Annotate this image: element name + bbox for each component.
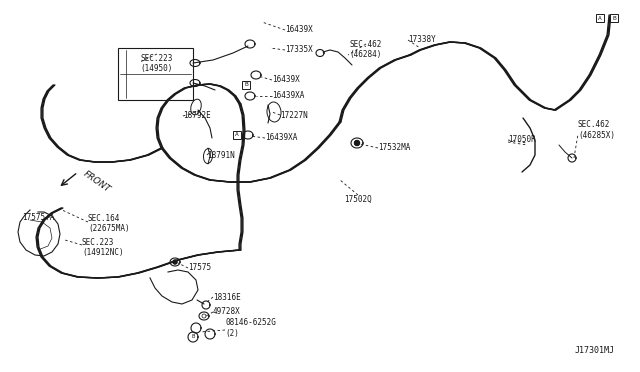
Text: 17502Q: 17502Q (344, 195, 372, 204)
Text: 08146-6252G
(2): 08146-6252G (2) (225, 318, 276, 338)
Bar (118, 48, 193, 100)
Text: 17575: 17575 (188, 263, 211, 273)
Polygon shape (173, 260, 177, 264)
Text: 17050R: 17050R (508, 135, 536, 144)
Text: 17227N: 17227N (280, 110, 308, 119)
Text: 18316E: 18316E (213, 292, 241, 301)
Text: 17338Y: 17338Y (408, 35, 436, 45)
Text: SEC.164
(22675MA): SEC.164 (22675MA) (88, 214, 130, 233)
Text: 17532MA: 17532MA (378, 144, 410, 153)
Text: 16439XA: 16439XA (265, 134, 298, 142)
Text: FRONT: FRONT (82, 170, 113, 195)
Text: B: B (191, 334, 195, 340)
Text: A: A (235, 132, 239, 138)
Text: SEC.462
(46284): SEC.462 (46284) (350, 40, 382, 60)
Polygon shape (355, 141, 360, 145)
Text: 16439X: 16439X (272, 76, 300, 84)
Text: 16439XA: 16439XA (272, 92, 305, 100)
Text: SEC.462
(46285X): SEC.462 (46285X) (578, 120, 615, 140)
Text: J17301MJ: J17301MJ (575, 346, 615, 355)
Text: 18792E: 18792E (183, 112, 211, 121)
Text: SEC.223
(14950): SEC.223 (14950) (141, 54, 173, 73)
Text: 16439X: 16439X (285, 26, 313, 35)
Text: SEC.223
(14912NC): SEC.223 (14912NC) (82, 238, 124, 257)
Text: B: B (612, 16, 616, 20)
Text: 49728X: 49728X (213, 308, 241, 317)
Text: 17575+A: 17575+A (22, 214, 54, 222)
Text: 18791N: 18791N (207, 151, 235, 160)
Text: A: A (598, 16, 602, 20)
Text: B: B (244, 83, 248, 87)
Text: 17335X: 17335X (285, 45, 313, 55)
